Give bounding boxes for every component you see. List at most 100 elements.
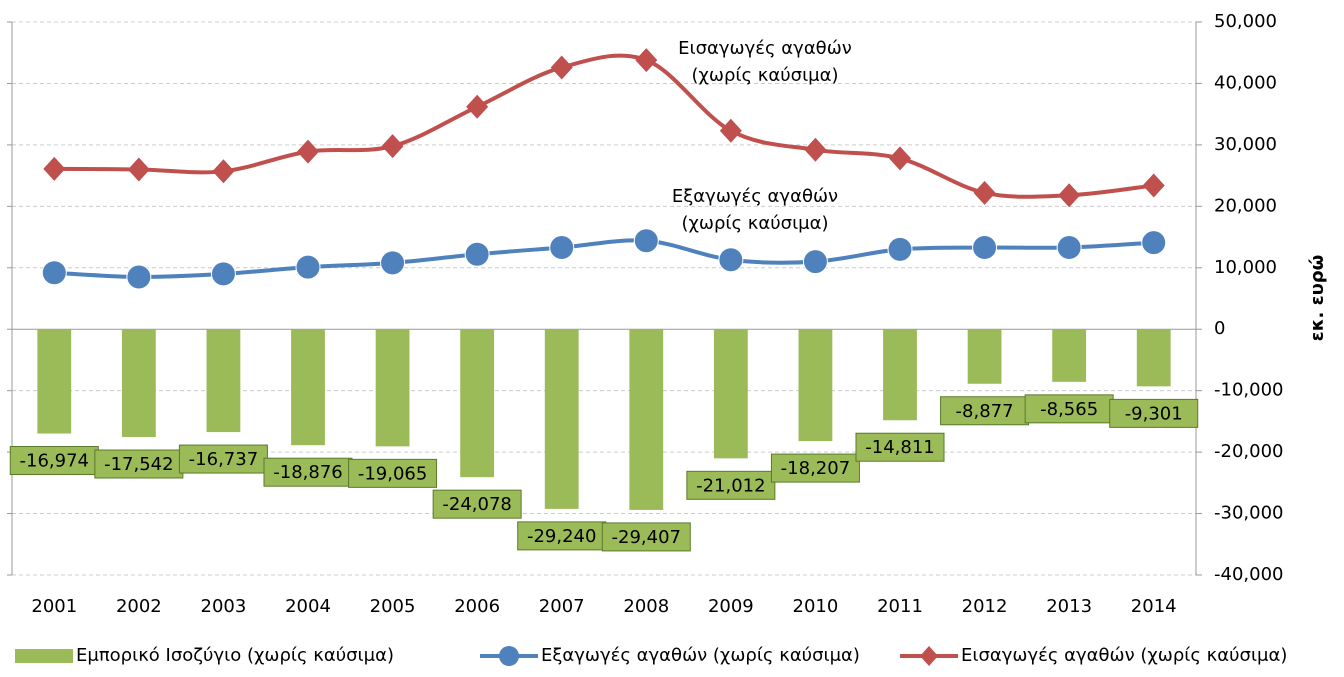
bar: [967, 329, 1002, 384]
bar: [291, 329, 325, 446]
legend-label: Εισαγωγές αγαθών (χωρίς καύσιμα): [961, 645, 1287, 666]
y-tick-label: 0: [1214, 318, 1225, 339]
marker: [381, 134, 404, 159]
y-tick-label: -10,000: [1214, 380, 1283, 401]
data-label-box: [263, 457, 353, 487]
x-tick-label: 2011: [877, 596, 923, 617]
data-label-box: [855, 432, 945, 462]
data-label: -16,974: [20, 451, 89, 472]
legend-label: Εξαγωγές αγαθών (χωρίς καύσιμα): [541, 645, 860, 666]
data-label: -18,207: [781, 458, 850, 479]
x-tick-label: 2006: [454, 596, 500, 617]
data-label: -17,542: [104, 454, 173, 475]
bar: [121, 329, 156, 438]
marker: [41, 260, 67, 286]
marker: [719, 118, 742, 143]
marker: [295, 254, 321, 280]
legend-swatch: [499, 646, 519, 666]
bar: [713, 329, 748, 459]
marker: [802, 249, 828, 275]
bar: [883, 329, 917, 421]
marker: [972, 235, 998, 261]
x-tick-label: 2008: [623, 596, 669, 617]
data-label: -16,737: [189, 449, 258, 470]
bar: [629, 329, 664, 510]
bar: [1052, 329, 1087, 382]
marker: [887, 236, 913, 262]
data-label: -21,012: [696, 475, 765, 496]
marker: [210, 261, 236, 287]
annotation: Εξαγωγές αγαθών: [672, 186, 838, 207]
annotation: (χωρίς καύσιμα): [691, 65, 838, 86]
x-tick-label: 2014: [1131, 596, 1177, 617]
legend-swatch: [15, 649, 73, 663]
bar: [544, 329, 579, 509]
data-label-box: [94, 449, 184, 479]
data-label: -8,877: [956, 401, 1014, 422]
x-tick-label: 2009: [708, 596, 754, 617]
bar: [1136, 329, 1171, 387]
line: [54, 53, 1154, 199]
data-label: -19,065: [358, 463, 427, 484]
annotation: Εισαγωγές αγαθών: [678, 38, 852, 59]
x-tick-label: 2012: [962, 596, 1008, 617]
y-axis-title: εκ. ευρώ: [1307, 255, 1328, 342]
legend-label: Εμπορικό Ισοζύγιο (χωρίς καύσιμα): [76, 645, 394, 666]
marker: [212, 159, 235, 184]
marker: [973, 180, 996, 205]
bar: [206, 329, 241, 433]
marker: [1056, 235, 1082, 261]
data-label-box: [601, 522, 691, 552]
data-label: -8,565: [1040, 399, 1098, 420]
x-tick-label: 2002: [116, 596, 162, 617]
data-label-box: [432, 489, 522, 519]
x-tick-label: 2010: [793, 596, 839, 617]
data-label-box: [1109, 398, 1199, 428]
marker: [127, 157, 150, 182]
marker: [297, 139, 319, 164]
data-label-box: [348, 458, 438, 488]
bar: [460, 329, 495, 478]
y-tick-label: -30,000: [1214, 503, 1283, 524]
marker: [635, 48, 658, 73]
x-tick-label: 2005: [370, 596, 416, 617]
y-tick-label: 50,000: [1214, 11, 1277, 32]
legend-swatch: [920, 646, 938, 666]
data-label: -14,811: [865, 437, 934, 458]
y-tick-label: 10,000: [1214, 257, 1277, 278]
marker: [889, 146, 911, 171]
marker: [466, 94, 489, 119]
bar: [798, 329, 833, 442]
data-label-box: [770, 453, 860, 483]
data-label: -18,876: [273, 462, 342, 483]
marker: [1058, 183, 1081, 208]
marker: [804, 137, 827, 162]
annotation: (χωρίς καύσιμα): [681, 213, 828, 234]
x-tick-label: 2007: [539, 596, 585, 617]
x-tick-label: 2003: [201, 596, 247, 617]
marker: [380, 250, 406, 276]
marker: [718, 247, 744, 273]
marker: [464, 241, 490, 267]
marker: [550, 55, 573, 80]
y-tick-label: 40,000: [1214, 72, 1277, 93]
bar: [375, 329, 410, 447]
data-label-box: [517, 521, 607, 551]
y-tick-label: 20,000: [1214, 195, 1277, 216]
marker: [1142, 173, 1165, 198]
marker: [1141, 230, 1167, 256]
y-tick-label: -20,000: [1214, 441, 1283, 462]
y-tick-label: -40,000: [1214, 564, 1283, 585]
marker: [633, 228, 659, 254]
x-tick-label: 2004: [285, 596, 331, 617]
data-label-box: [686, 470, 776, 500]
data-label-box: [940, 396, 1030, 426]
data-label: -29,240: [527, 526, 596, 547]
data-label-box: [178, 444, 268, 474]
y-tick-label: 30,000: [1214, 134, 1277, 155]
data-label: -29,407: [612, 527, 681, 548]
x-tick-label: 2013: [1046, 596, 1092, 617]
x-tick-label: 2001: [31, 596, 77, 617]
data-label: -9,301: [1125, 403, 1183, 424]
